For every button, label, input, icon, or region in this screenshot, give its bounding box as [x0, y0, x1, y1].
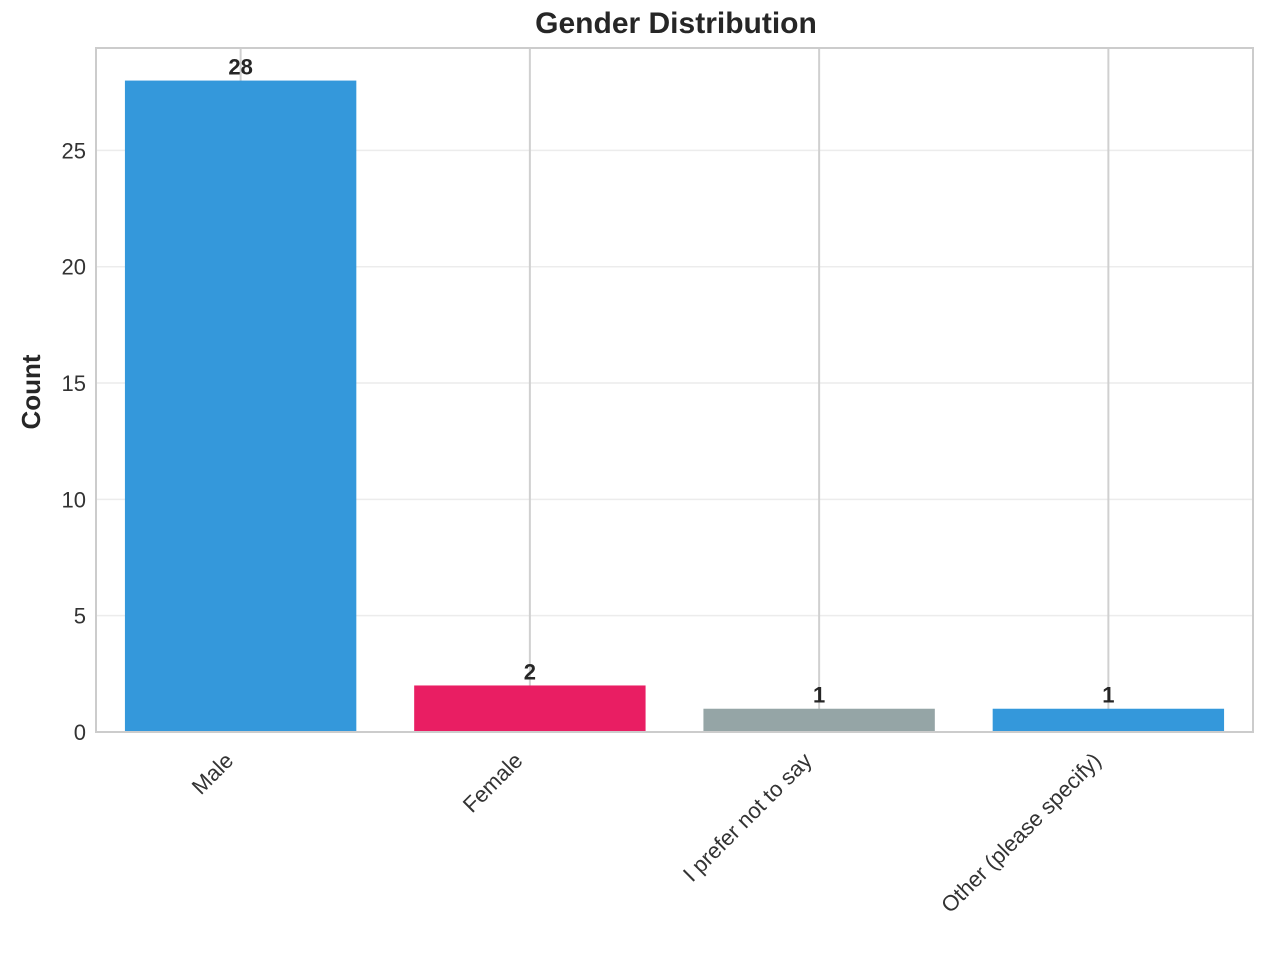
y-axis-label: Count [16, 354, 46, 429]
y-tick-label: 10 [62, 487, 86, 512]
x-axis-ticks: Male Female I prefer not to say Other (plea… [187, 748, 1106, 918]
bar [703, 708, 935, 732]
x-tick-label: Female [458, 748, 528, 818]
data-labels: 28 2 1 1 [228, 55, 1114, 708]
bar [992, 708, 1225, 732]
bars [124, 80, 1225, 733]
plot-frame [95, 47, 1254, 733]
x-tick-label: Other (please specify) [936, 748, 1106, 918]
bar [414, 685, 646, 732]
y-tick-label: 20 [62, 255, 86, 280]
y-tick-label: 5 [74, 604, 86, 629]
data-label: 2 [524, 659, 536, 684]
bar [124, 80, 357, 733]
data-label: 1 [1102, 683, 1114, 708]
data-label: 28 [228, 55, 252, 80]
x-tick-label: I prefer not to say [678, 748, 817, 887]
data-label: 1 [813, 683, 825, 708]
x-tick-label: Male [187, 748, 238, 799]
y-axis-ticks: 0 5 10 15 20 25 [62, 138, 86, 745]
y-tick-label: 15 [62, 371, 86, 396]
y-tick-label: 25 [62, 138, 86, 163]
chart-title: Gender Distribution [535, 7, 817, 40]
y-tick-label: 0 [74, 720, 86, 745]
